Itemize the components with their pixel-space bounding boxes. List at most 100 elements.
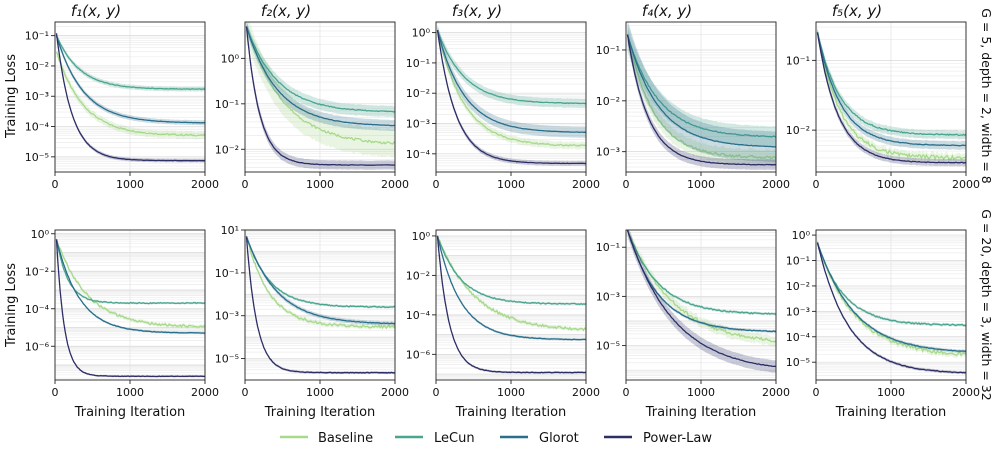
panel-title-f3: f₃(x, y)	[452, 2, 502, 20]
series-line-glorot	[55, 239, 206, 334]
y-tick-label: 10⁻¹	[406, 57, 430, 70]
y-tick-label: 10⁻¹	[786, 54, 810, 67]
chart-panel: 0 1000 2000 10⁻⁴ 10⁻³ 10⁻² 10⁻¹ 10⁰	[406, 21, 600, 191]
legend-label-glorot: Glorot	[539, 431, 579, 446]
y-tick-label: 10⁰	[792, 229, 811, 242]
y-tick-label: 10⁻³	[406, 118, 430, 131]
x-tick-label: 1000	[116, 178, 144, 191]
x-tick-label: 0	[813, 178, 820, 191]
x-tick-label: 0	[623, 386, 630, 399]
y-tick-label: 10⁻¹	[596, 241, 620, 254]
y-tick-label: 10⁻³	[596, 146, 620, 159]
series-band-glorot	[437, 24, 586, 138]
x-tick-label: 1000	[877, 178, 905, 191]
series-band-lecun	[246, 22, 395, 118]
x-tick-label: 1000	[306, 386, 334, 399]
y-tick-label: 10⁻⁴	[406, 309, 431, 322]
y-tick-label: 10¹	[221, 224, 239, 237]
y-axis-label-row-1: Training Loss	[4, 54, 19, 139]
series-line-glorot	[245, 26, 396, 127]
x-tick-label: 2000	[952, 178, 980, 191]
y-tick-label: 10⁻¹	[215, 267, 239, 280]
series-band-lecun	[627, 24, 776, 148]
x-tick-label: 1000	[116, 386, 144, 399]
series-line-baseline	[245, 236, 396, 330]
series-line-glorot	[436, 29, 587, 134]
series-line-lecun	[626, 229, 777, 315]
chart-panel: 0 1000 2000 10⁻⁵ 10⁻⁴ 10⁻³ 10⁻² 10⁻¹	[25, 21, 219, 191]
chart-panel: 0 1000 2000 10⁻³ 10⁻² 10⁻¹	[596, 21, 790, 191]
series-line-lecun	[816, 243, 967, 327]
series-band-glorot	[627, 22, 776, 163]
panels: 0 1000 2000 10⁻⁵ 10⁻⁴ 10⁻³ 10⁻² 10⁻¹ 0 1000 2000 10…	[25, 21, 980, 399]
legend: Baseline LeCun Glorot Power-Law	[280, 431, 712, 446]
series-line-glorot	[436, 235, 587, 341]
series-line-power-law	[55, 33, 205, 162]
series-line-lecun	[55, 35, 206, 91]
series-line-lecun	[245, 26, 396, 113]
panel-title-f4: f₄(x, y)	[642, 2, 692, 20]
chart-panel: 0 1000 2000 10⁻⁵ 10⁻³ 10⁻¹ 10¹	[215, 224, 409, 399]
series-line-power-law	[436, 236, 587, 374]
x-axis-label-1: Training Iteration	[74, 405, 186, 420]
series-line-power-law	[626, 34, 777, 166]
x-axis-label-5: Training Iteration	[835, 405, 947, 420]
series-band-baseline	[246, 22, 395, 158]
y-tick-label: 10⁻⁵	[596, 340, 620, 353]
series-line-power-law	[245, 26, 396, 166]
series-line-glorot	[816, 32, 967, 147]
y-tick-label: 10⁻⁴	[786, 331, 811, 344]
row-label-2: G = 20, depth = 3, width = 32	[979, 209, 994, 400]
x-tick-label: 2000	[762, 178, 790, 191]
x-tick-label: 2000	[762, 386, 790, 399]
x-tick-label: 2000	[952, 386, 980, 399]
legend-label-baseline: Baseline	[318, 431, 373, 446]
y-tick-label: 10⁻³	[596, 290, 620, 303]
chart-panel: 0 1000 2000 10⁻⁵ 10⁻³ 10⁻¹	[596, 229, 790, 399]
x-tick-label: 0	[813, 386, 820, 399]
chart-panel: 0 1000 2000 10⁻⁶ 10⁻⁴ 10⁻² 10⁰	[406, 229, 600, 399]
series-line-lecun	[245, 236, 395, 309]
y-tick-label: 10⁻²	[25, 60, 49, 73]
panel-title-f5: f₅(x, y)	[832, 2, 882, 20]
y-tick-label: 10⁻²	[25, 265, 49, 278]
series-line-lecun	[436, 235, 587, 306]
x-tick-label: 0	[242, 386, 249, 399]
x-tick-label: 2000	[572, 178, 600, 191]
x-tick-label: 1000	[687, 178, 715, 191]
chart-panel: 0 1000 2000 10⁻² 10⁻¹ 10⁰	[215, 21, 409, 191]
x-tick-label: 0	[623, 178, 630, 191]
series-line-glorot	[816, 242, 967, 353]
x-tick-label: 0	[52, 178, 59, 191]
series-line-power-law	[816, 32, 967, 164]
x-tick-label: 1000	[687, 386, 715, 399]
series-line-baseline	[816, 241, 967, 357]
series-line-power-law	[436, 30, 587, 165]
chart-panel: 0 1000 2000 10⁻² 10⁻¹	[786, 21, 980, 191]
x-tick-label: 0	[433, 386, 440, 399]
series-line-glorot	[55, 35, 205, 124]
legend-label-power-law: Power-Law	[643, 431, 712, 446]
y-tick-label: 10⁻⁴	[25, 303, 50, 316]
x-tick-label: 1000	[497, 178, 525, 191]
y-tick-label: 10⁻¹	[215, 98, 239, 111]
x-tick-label: 2000	[191, 178, 219, 191]
series-line-glorot	[626, 34, 777, 148]
series-band-baseline	[627, 26, 776, 167]
y-tick-label: 10⁰	[31, 228, 50, 241]
y-tick-label: 10⁻¹	[25, 30, 49, 43]
x-tick-label: 2000	[381, 178, 409, 191]
y-tick-label: 10⁻²	[406, 269, 430, 282]
y-tick-label: 10⁻⁵	[786, 356, 810, 369]
chart-panel: 0 1000 2000 10⁻⁵ 10⁻⁴ 10⁻³ 10⁻² 10⁻¹ 10⁰	[786, 229, 980, 399]
x-axis-label-2: Training Iteration	[264, 405, 376, 420]
x-tick-label: 2000	[381, 386, 409, 399]
y-tick-label: 10⁻²	[596, 95, 620, 108]
y-tick-label: 10⁻³	[25, 90, 49, 103]
y-tick-label: 10⁻¹	[786, 255, 810, 268]
x-tick-label: 2000	[572, 386, 600, 399]
y-tick-label: 10⁻⁶	[406, 348, 431, 361]
series-band-lecun	[817, 241, 966, 328]
x-tick-label: 2000	[191, 386, 219, 399]
series-line-lecun	[626, 34, 777, 138]
